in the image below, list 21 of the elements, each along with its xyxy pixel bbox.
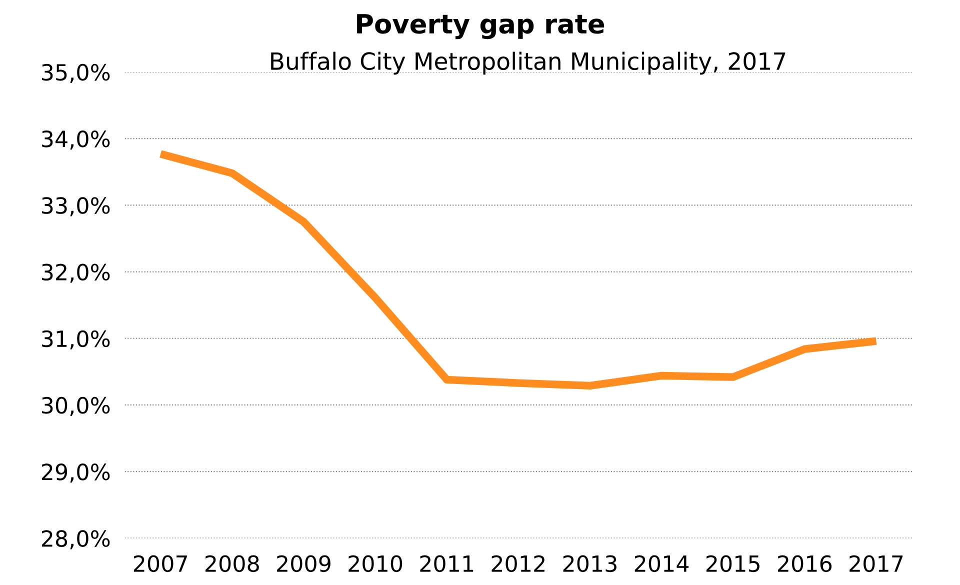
x-tick-label: 2013 xyxy=(563,555,616,572)
x-tick-label: 2011 xyxy=(420,555,474,572)
y-tick-label: 35,0% xyxy=(42,64,110,83)
y-tick-label: 34,0% xyxy=(42,130,110,150)
x-tick-label: 2008 xyxy=(205,555,259,572)
y-tick-label: 31,0% xyxy=(42,330,110,350)
x-tick-label: 2017 xyxy=(850,555,903,572)
y-tick-label: 33,0% xyxy=(42,197,110,216)
x-tick-label: 2010 xyxy=(348,555,402,572)
y-tick-label: 32,0% xyxy=(42,264,110,283)
x-tick-label: 2007 xyxy=(134,555,187,572)
y-tick-label: 29,0% xyxy=(42,464,110,483)
chart-subtitle: Buffalo City Metropolitan Municipality, 2017 xyxy=(271,52,786,75)
x-tick-label: 2016 xyxy=(778,555,832,572)
chart-title: Poverty gap rate xyxy=(357,14,604,40)
x-tick-label: 2012 xyxy=(492,555,544,572)
x-tick-label: 2014 xyxy=(634,555,689,572)
x-tick-label: 2015 xyxy=(706,555,760,572)
y-tick-label: 30,0% xyxy=(42,396,110,416)
y-tick-label: 28,0% xyxy=(42,530,110,550)
x-tick-label: 2009 xyxy=(277,555,330,572)
